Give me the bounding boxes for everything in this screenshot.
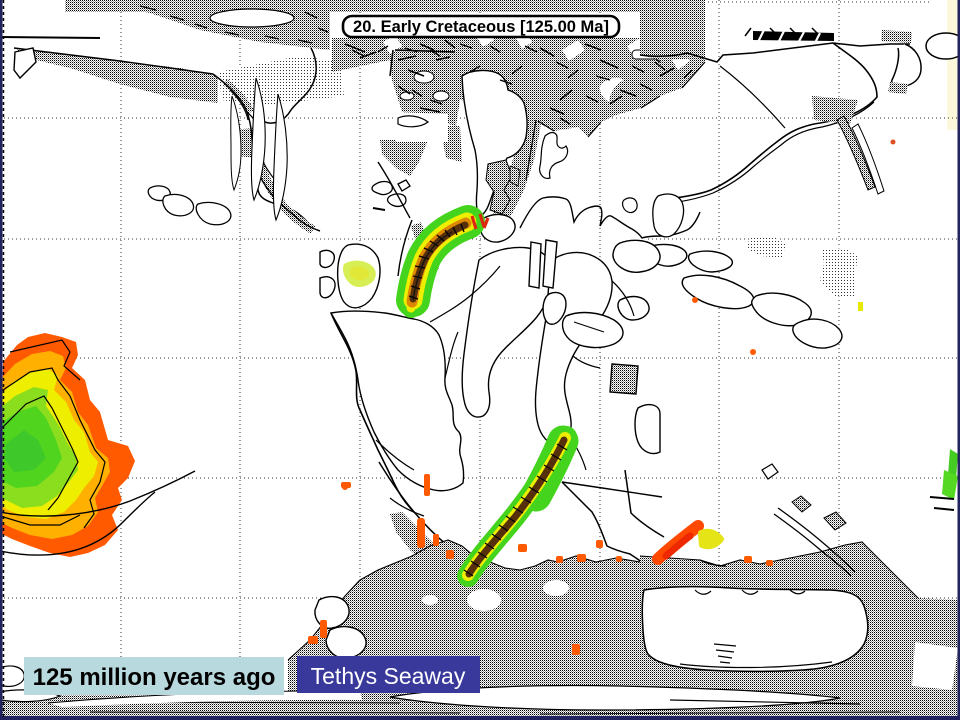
svg-text:125 million years ago: 125 million years ago [33,664,276,691]
svg-text:20. Early Cretaceous [125.00 M: 20. Early Cretaceous [125.00 Ma] [353,18,609,36]
svg-text:Tethys Seaway: Tethys Seaway [311,663,466,689]
